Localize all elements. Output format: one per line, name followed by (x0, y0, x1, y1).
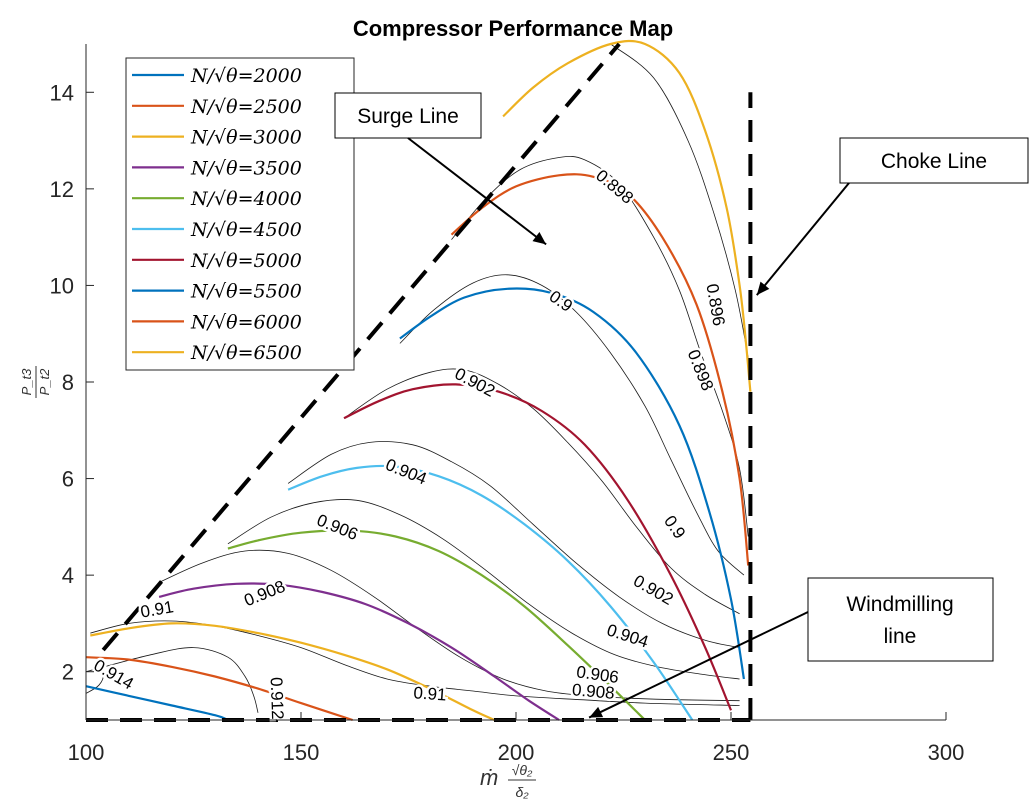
x-tick-label-200: 200 (498, 740, 535, 765)
surge-line (101, 42, 621, 652)
legend-items: N/√θ=2000 N/√θ=2500 N/√θ=3000 N/√θ=3500 N/√θ… (132, 65, 302, 364)
y-axis-label-denominator: P_t2 (37, 368, 52, 396)
legend-label-3000: N/√θ=3000 (190, 127, 302, 149)
y-tick-label-14: 14 (50, 80, 74, 105)
legend-label-2000: N/√θ=2000 (190, 65, 302, 87)
y-axis-label-numerator: P_t3 (19, 368, 34, 396)
legend-label-5000: N/√θ=5000 (190, 250, 302, 272)
legend-label-6500: N/√θ=6500 (190, 342, 302, 364)
x-tick-label-150: 150 (283, 740, 320, 765)
legend-box (125, 57, 355, 371)
efficiency-contour-0-896 (610, 43, 749, 358)
windmilling-line-callout-box (807, 577, 994, 662)
surge-line-arrow-head (532, 232, 547, 245)
y-tick-label-4: 4 (62, 563, 74, 588)
speed-lines (85, 39, 752, 722)
x-axis-label-base: ṁ (480, 765, 498, 790)
speed-line-5500 (399, 287, 745, 680)
x-tick-labels: 100 150 200 250 300 (68, 712, 965, 765)
surge-line-arrow-shaft (407, 137, 547, 246)
speed-line-2000 (85, 685, 229, 722)
legend: N/√θ=2000 N/√θ=2500 N/√θ=3000 N/√θ=3500 N/√θ… (125, 57, 355, 371)
contour-label-0-908: 0.908 (571, 680, 615, 703)
speed-line-4500 (287, 464, 694, 721)
speed-line-3000 (90, 622, 495, 722)
legend-label-5500: N/√θ=5500 (190, 281, 302, 303)
y-tick-label-6: 6 (62, 467, 74, 492)
speed-line-5000 (343, 383, 733, 711)
windmilling-line-arrow-head (589, 706, 604, 718)
speed-line-3500 (158, 582, 560, 721)
y-axis-label: P_t3 P_t2 (19, 366, 52, 398)
x-axis-label: ṁ √θ₂ δ₂ (480, 762, 536, 800)
windmilling-line-arrow-shaft (588, 611, 809, 719)
y-tick-label-8: 8 (62, 370, 74, 395)
y-tick-label-10: 10 (50, 273, 74, 298)
annotations: Surge Line Choke Line Windmilling line (334, 92, 1029, 719)
choke-line-arrow-head (756, 281, 770, 296)
contour-label-0-91: 0.91 (413, 683, 447, 704)
efficiency-contour-0-902 (343, 368, 740, 615)
y-tick-labels: 2 4 6 8 10 12 14 (50, 80, 94, 685)
legend-label-4000: N/√θ=4000 (190, 188, 302, 210)
speed-line-6500 (502, 39, 752, 392)
choke-line-callout: Choke Line (839, 137, 1029, 184)
y-tick-label-2: 2 (62, 660, 74, 685)
callout-arrows (407, 137, 850, 719)
chart-title: Compressor Performance Map (353, 16, 673, 41)
choke-line-callout-box (839, 137, 1029, 184)
legend-label-3500: N/√θ=3500 (190, 157, 302, 179)
efficiency-contour-0-9 (399, 274, 745, 576)
efficiency-contour-0-904 (287, 441, 740, 648)
x-tick-label-300: 300 (928, 740, 965, 765)
x-tick-label-100: 100 (68, 740, 105, 765)
efficiency-contour-0-912 (85, 647, 259, 713)
legend-label-6000: N/√θ=6000 (190, 311, 302, 333)
x-axis-label-numerator: √θ₂ (512, 762, 533, 778)
x-tick-label-250: 250 (713, 740, 750, 765)
y-tick-label-12: 12 (50, 177, 74, 202)
efficiency-contour-0-91 (90, 620, 740, 706)
legend-label-4500: N/√θ=4500 (190, 219, 302, 241)
windmilling-line-callout: Windmilling line (807, 577, 994, 662)
speed-line-4000 (227, 529, 646, 721)
choke-line-arrow-shaft (756, 182, 850, 296)
speed-line-6000 (450, 173, 750, 566)
choke-line-callout-text: Choke Line (881, 150, 987, 173)
speed-line-2500 (85, 656, 353, 722)
efficiency-contours (85, 43, 749, 713)
efficiency-contour-0-914 (85, 661, 104, 694)
efficiency-contour-0-908 (158, 549, 740, 702)
surge-line-callout: Surge Line (334, 92, 482, 139)
x-axis-label-denominator: δ₂ (515, 784, 529, 800)
surge-line-callout-text: Surge Line (357, 105, 459, 128)
legend-label-2500: N/√θ=2500 (190, 96, 302, 118)
efficiency-contour-0-898 (451, 155, 749, 537)
windmilling-line-callout-text: Windmilling line (846, 593, 953, 648)
contour-label-0-912: 0.912 (267, 677, 287, 720)
